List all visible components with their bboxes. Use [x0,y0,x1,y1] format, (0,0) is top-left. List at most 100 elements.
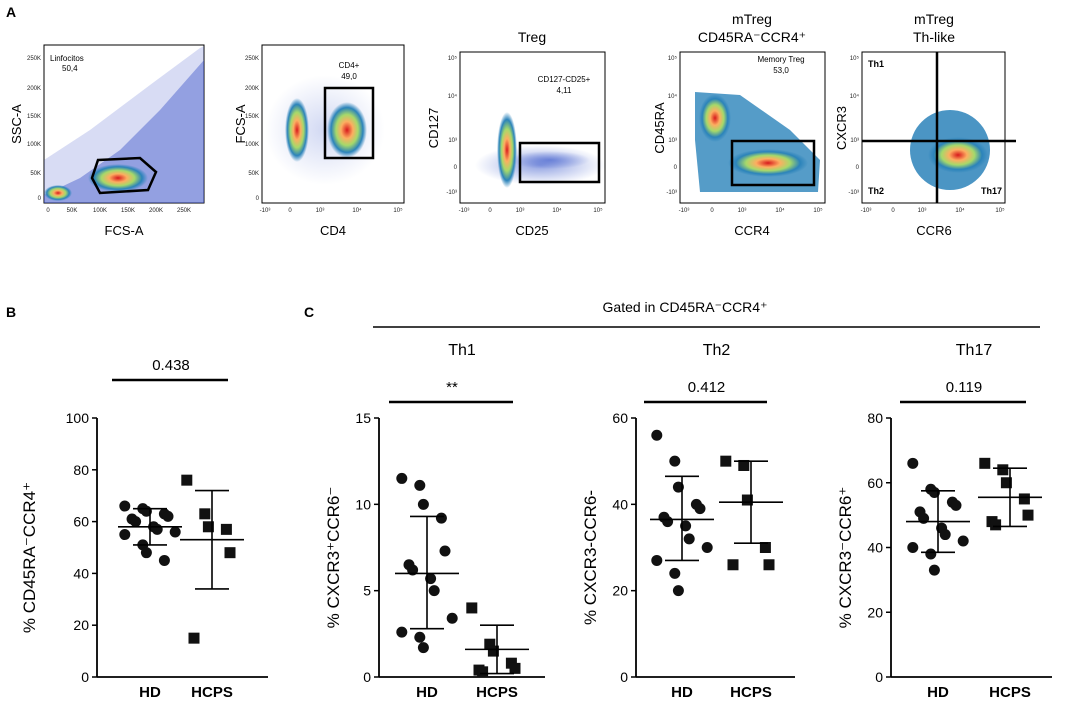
dot-plot-th17: 0 20 40 60 80 HD HCPS % CXCR3⁻CCR6⁺ Th17 0.119 [836,342,1052,701]
data-point [669,455,681,467]
data-point [672,585,684,597]
y-tick-label: 20 [867,604,883,620]
x-tick-label: 10⁵ [593,207,603,214]
y-tick-label: 20 [73,617,89,633]
y-tick-label: 60 [73,514,89,530]
y-tick-label: -10³ [446,190,457,196]
x-category-label: HCPS [989,684,1031,701]
flow-panel-lymphocytes: Linfocitos 50,4 FCS-A SSC-A [9,44,205,238]
data-point [907,542,919,553]
p-value-label: 0.119 [946,379,982,396]
data-point [466,602,478,614]
data-point [759,542,771,553]
data-point [694,503,706,515]
data-point [738,459,750,471]
y-tick-label: 10⁴ [850,93,860,100]
gate-value: 49,0 [341,72,357,81]
x-tick-label: 100K [93,208,107,214]
data-point [672,481,684,493]
y-axis-label: % CD45RA⁻CCR4⁺ [20,482,39,633]
x-category-label: HCPS [476,684,518,701]
x-tick-label: -10³ [861,208,872,214]
y-tick-label: 0 [38,196,42,202]
y-tick-label: 0 [454,165,458,171]
data-point [990,519,1002,531]
flow-panel-cd4: CD4+ 49,0 CD4 FCS-A [233,44,405,238]
y-tick-label: 200K [27,86,41,92]
data-point [1018,493,1030,505]
data-point [763,559,775,571]
y-tick-label: 100K [245,142,259,148]
p-value-label: 0.438 [152,357,190,374]
panel-subtitle: CD45RA⁻CCR4⁺ [698,29,806,45]
x-tick-label: 0 [46,208,50,214]
dot-plot-th2: 0 20 40 60 HD HCPS % CXCR3-CCR6- Th2 0.412 [581,342,795,701]
y-tick-label: 80 [73,462,89,478]
y-tick-label: 5 [363,583,371,599]
flow-tick-labels: 0 50K 100K 150K 200K 250K 0 50K 100K 150K 200K 250K… [27,55,1005,214]
data-point [417,642,429,654]
y-tick-label: 10⁵ [448,55,458,62]
y-tick-label: 250K [245,56,259,62]
p-value-label: 0.412 [688,379,726,396]
x-category-label: HCPS [730,684,772,701]
x-tick-label: 250K [177,208,191,214]
data-point [669,567,681,579]
density-cluster [728,149,808,177]
y-tick-label: 10⁴ [668,93,678,100]
y-tick-label: 10³ [448,138,457,144]
x-tick-label: -10³ [459,208,470,214]
data-point [119,500,131,512]
x-tick-label: 10³ [516,208,525,214]
y-tick-label: -10³ [848,190,859,196]
gate-value: 4,11 [557,86,573,95]
x-tick-label: 10⁴ [352,207,362,214]
x-category-label: HD [671,684,693,701]
gate-label: CD4+ [339,61,360,70]
dot-plot-title: Th2 [703,342,731,359]
gate-treg [518,141,601,184]
y-tick-label: 100 [66,410,90,426]
gated-header: Gated in CD45RA⁻CCR4⁺ [603,299,768,315]
data-point [439,545,451,557]
y-tick-label: 10⁵ [668,55,678,62]
data-point [162,510,174,522]
data-point [202,521,214,533]
data-point [907,457,919,469]
data-point [680,520,692,532]
density-hotspot [44,185,72,201]
dot-plot-title: Th1 [448,342,476,359]
axis-label-x: CD4 [320,223,346,238]
data-point [158,554,170,566]
data-point [188,632,200,644]
data-point [414,479,426,491]
data-point [701,542,713,553]
data-point [979,457,991,469]
y-tick-label: 10³ [850,138,859,144]
data-point [1022,509,1034,521]
panel-label-b: B [6,304,16,320]
data-point [446,612,458,624]
data-point [509,662,521,674]
dot-plot-title: Th17 [956,342,993,359]
data-point [130,516,142,528]
x-category-label: HD [416,684,438,701]
flow-panel-treg: Treg CD127-CD25+ 4,11 CD25 CD127 [426,29,606,238]
y-tick-label: 250K [27,56,41,62]
data-point [928,486,940,498]
panel-label-c: C [304,304,314,320]
x-tick-label: 10⁵ [813,207,823,214]
y-tick-label: 150K [27,114,41,120]
data-point [396,472,408,484]
panel-title: mTreg [914,11,954,27]
data-point [477,666,489,678]
quadrant-label-th2: Th2 [868,186,884,196]
gate-label: CD127-CD25+ [538,75,591,84]
data-point [683,533,695,545]
data-point [925,548,937,560]
y-tick-label: 15 [355,410,371,426]
y-tick-label: 40 [867,540,883,556]
x-tick-label: 10³ [738,208,747,214]
